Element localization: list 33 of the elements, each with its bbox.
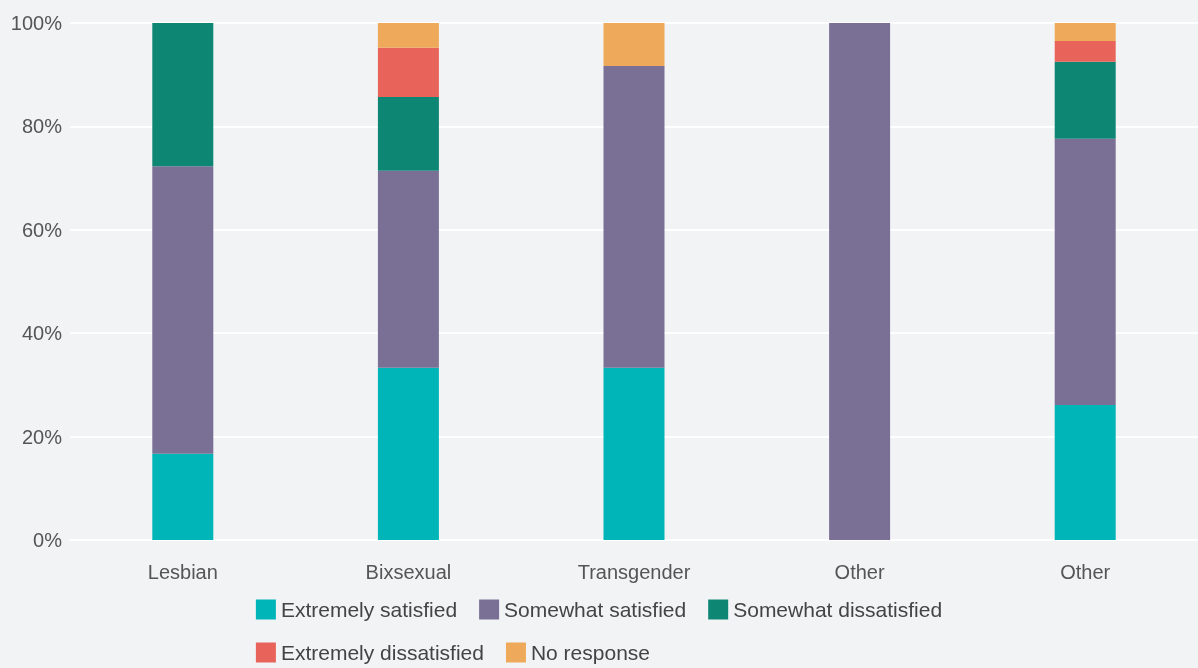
x-tick-label: Transgender — [577, 561, 691, 583]
bar — [829, 23, 891, 540]
bar — [377, 23, 439, 48]
legend-label: Somewhat dissatisfied — [733, 598, 943, 621]
bar — [603, 23, 665, 66]
bar — [603, 65, 665, 368]
x-tick-label: Bixsexual — [365, 561, 452, 583]
bar — [377, 96, 439, 171]
bar — [152, 23, 214, 167]
x-tick-label: Other — [1060, 561, 1111, 583]
y-tick-label: 0% — [33, 529, 63, 551]
legend-label: Extremely satisfied — [280, 598, 458, 621]
y-tick-label: 40% — [21, 322, 63, 345]
bar — [152, 453, 214, 540]
bar — [152, 166, 214, 454]
x-tick-label: Lesbian — [147, 561, 218, 583]
bar — [377, 47, 439, 97]
legend-label: Extremely dissatisfied — [280, 641, 484, 664]
y-tick-label: 80% — [21, 115, 63, 138]
bar — [377, 170, 439, 368]
bar — [1054, 405, 1116, 540]
y-tick-label: 100% — [10, 12, 63, 34]
bar — [603, 367, 665, 540]
legend-label: No response — [530, 641, 651, 664]
x-tick-label: Other — [834, 561, 885, 583]
y-tick-label: 20% — [21, 425, 63, 448]
bar — [1054, 41, 1116, 62]
legend-label: Somewhat satisfied — [504, 598, 687, 621]
bar — [1054, 138, 1116, 406]
bar — [377, 367, 439, 540]
bar — [1054, 61, 1116, 139]
y-tick-label: 60% — [21, 218, 63, 241]
bar — [1054, 23, 1116, 42]
